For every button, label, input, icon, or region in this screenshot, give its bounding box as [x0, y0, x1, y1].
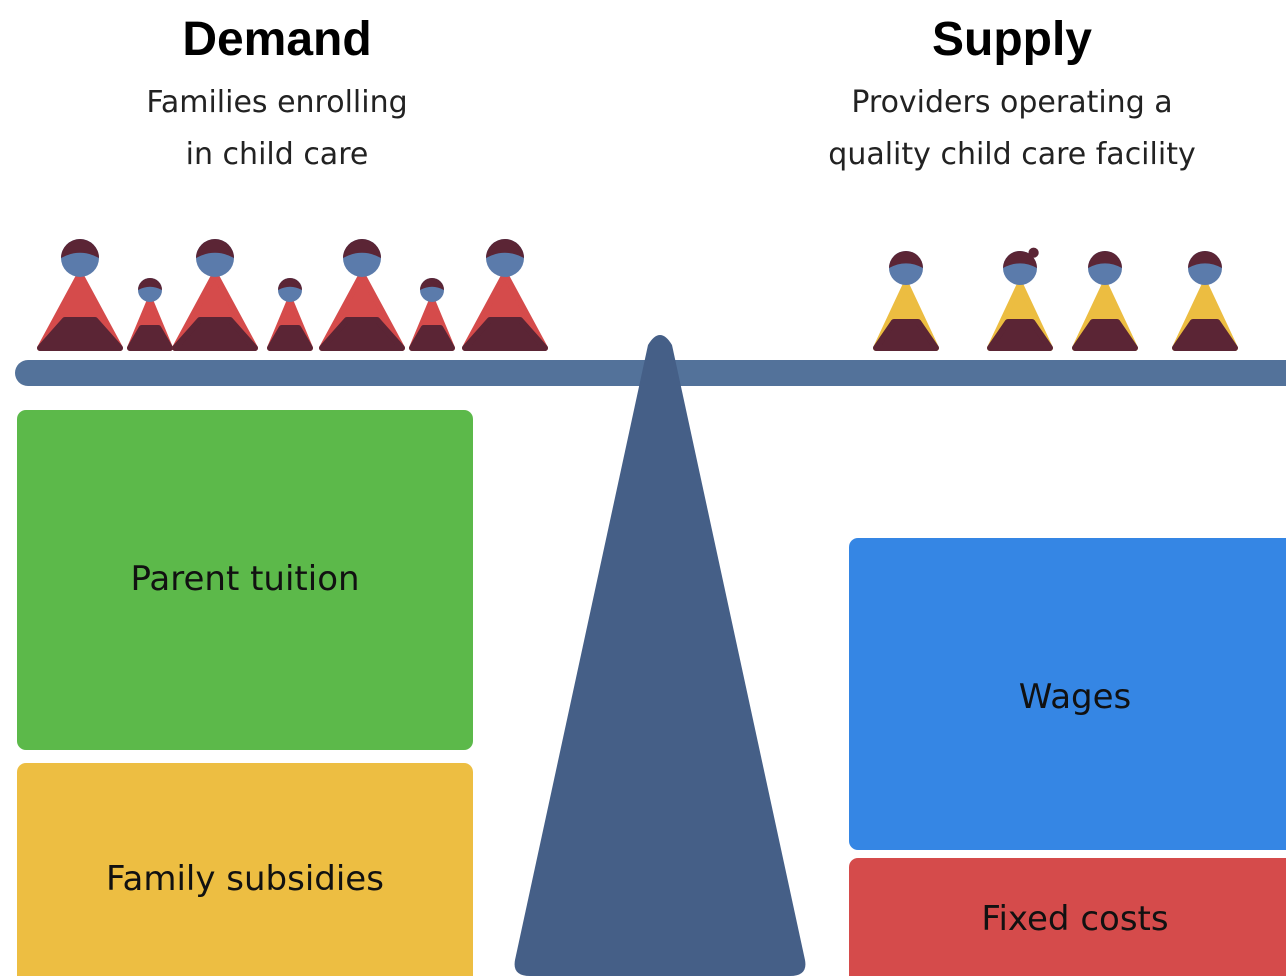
person-hair — [889, 251, 923, 268]
person-hair — [420, 278, 444, 290]
box — [849, 538, 1286, 850]
people — [37, 239, 1238, 351]
person-hair — [196, 239, 234, 258]
person-base — [1072, 319, 1138, 351]
person-base — [409, 325, 455, 351]
box-label: Parent tuition — [130, 559, 359, 599]
person-hair — [1003, 251, 1037, 268]
demand-subtitle: Families enrolling — [146, 85, 407, 120]
fulcrum — [514, 335, 806, 976]
supply-title: Supply — [932, 13, 1092, 66]
person-hair — [1028, 247, 1039, 258]
person-hair — [61, 239, 99, 258]
supply-subtitle: Providers operating a — [851, 85, 1172, 120]
person-hair — [1188, 251, 1222, 268]
person-hair — [486, 239, 524, 258]
box — [849, 858, 1286, 976]
box-label: Fixed costs — [981, 899, 1168, 939]
person-base — [462, 317, 548, 351]
person-base — [1172, 319, 1238, 351]
demand-title: Demand — [182, 13, 371, 66]
person-base — [37, 317, 123, 351]
person-base — [987, 319, 1053, 351]
supply-subtitle: quality child care facility — [828, 137, 1195, 172]
box — [17, 763, 473, 976]
person-base — [873, 319, 939, 351]
person-base — [319, 317, 405, 351]
demand-subtitle: in child care — [186, 137, 369, 172]
person-base — [172, 317, 258, 351]
person-hair — [343, 239, 381, 258]
box — [17, 410, 473, 750]
person-base — [267, 325, 313, 351]
person-hair — [278, 278, 302, 290]
person-hair — [1088, 251, 1122, 268]
box-label: Family subsidies — [106, 859, 384, 899]
person-base — [127, 325, 173, 351]
box-label: Wages — [1019, 677, 1132, 717]
person-hair — [138, 278, 162, 290]
